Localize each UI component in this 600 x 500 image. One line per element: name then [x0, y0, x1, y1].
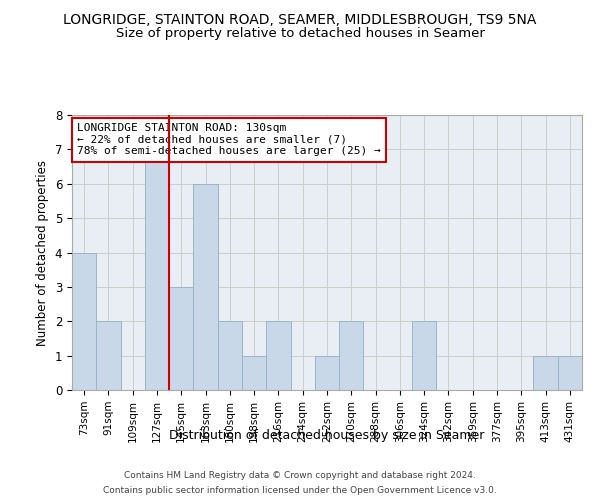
Text: LONGRIDGE, STAINTON ROAD, SEAMER, MIDDLESBROUGH, TS9 5NA: LONGRIDGE, STAINTON ROAD, SEAMER, MIDDLE… — [64, 12, 536, 26]
Text: LONGRIDGE STAINTON ROAD: 130sqm
← 22% of detached houses are smaller (7)
78% of : LONGRIDGE STAINTON ROAD: 130sqm ← 22% of… — [77, 123, 381, 156]
Y-axis label: Number of detached properties: Number of detached properties — [36, 160, 49, 346]
Bar — [96, 322, 121, 390]
Text: Contains HM Land Registry data © Crown copyright and database right 2024.: Contains HM Land Registry data © Crown c… — [124, 471, 476, 480]
Bar — [315, 356, 339, 390]
Bar — [339, 322, 364, 390]
Bar — [266, 322, 290, 390]
Bar — [412, 322, 436, 390]
Text: Contains public sector information licensed under the Open Government Licence v3: Contains public sector information licen… — [103, 486, 497, 495]
Bar — [242, 356, 266, 390]
Text: Distribution of detached houses by size in Seamer: Distribution of detached houses by size … — [169, 428, 485, 442]
Bar — [145, 150, 169, 390]
Bar — [193, 184, 218, 390]
Bar — [72, 252, 96, 390]
Bar — [169, 287, 193, 390]
Bar — [533, 356, 558, 390]
Bar — [558, 356, 582, 390]
Text: Size of property relative to detached houses in Seamer: Size of property relative to detached ho… — [116, 28, 484, 40]
Bar — [218, 322, 242, 390]
